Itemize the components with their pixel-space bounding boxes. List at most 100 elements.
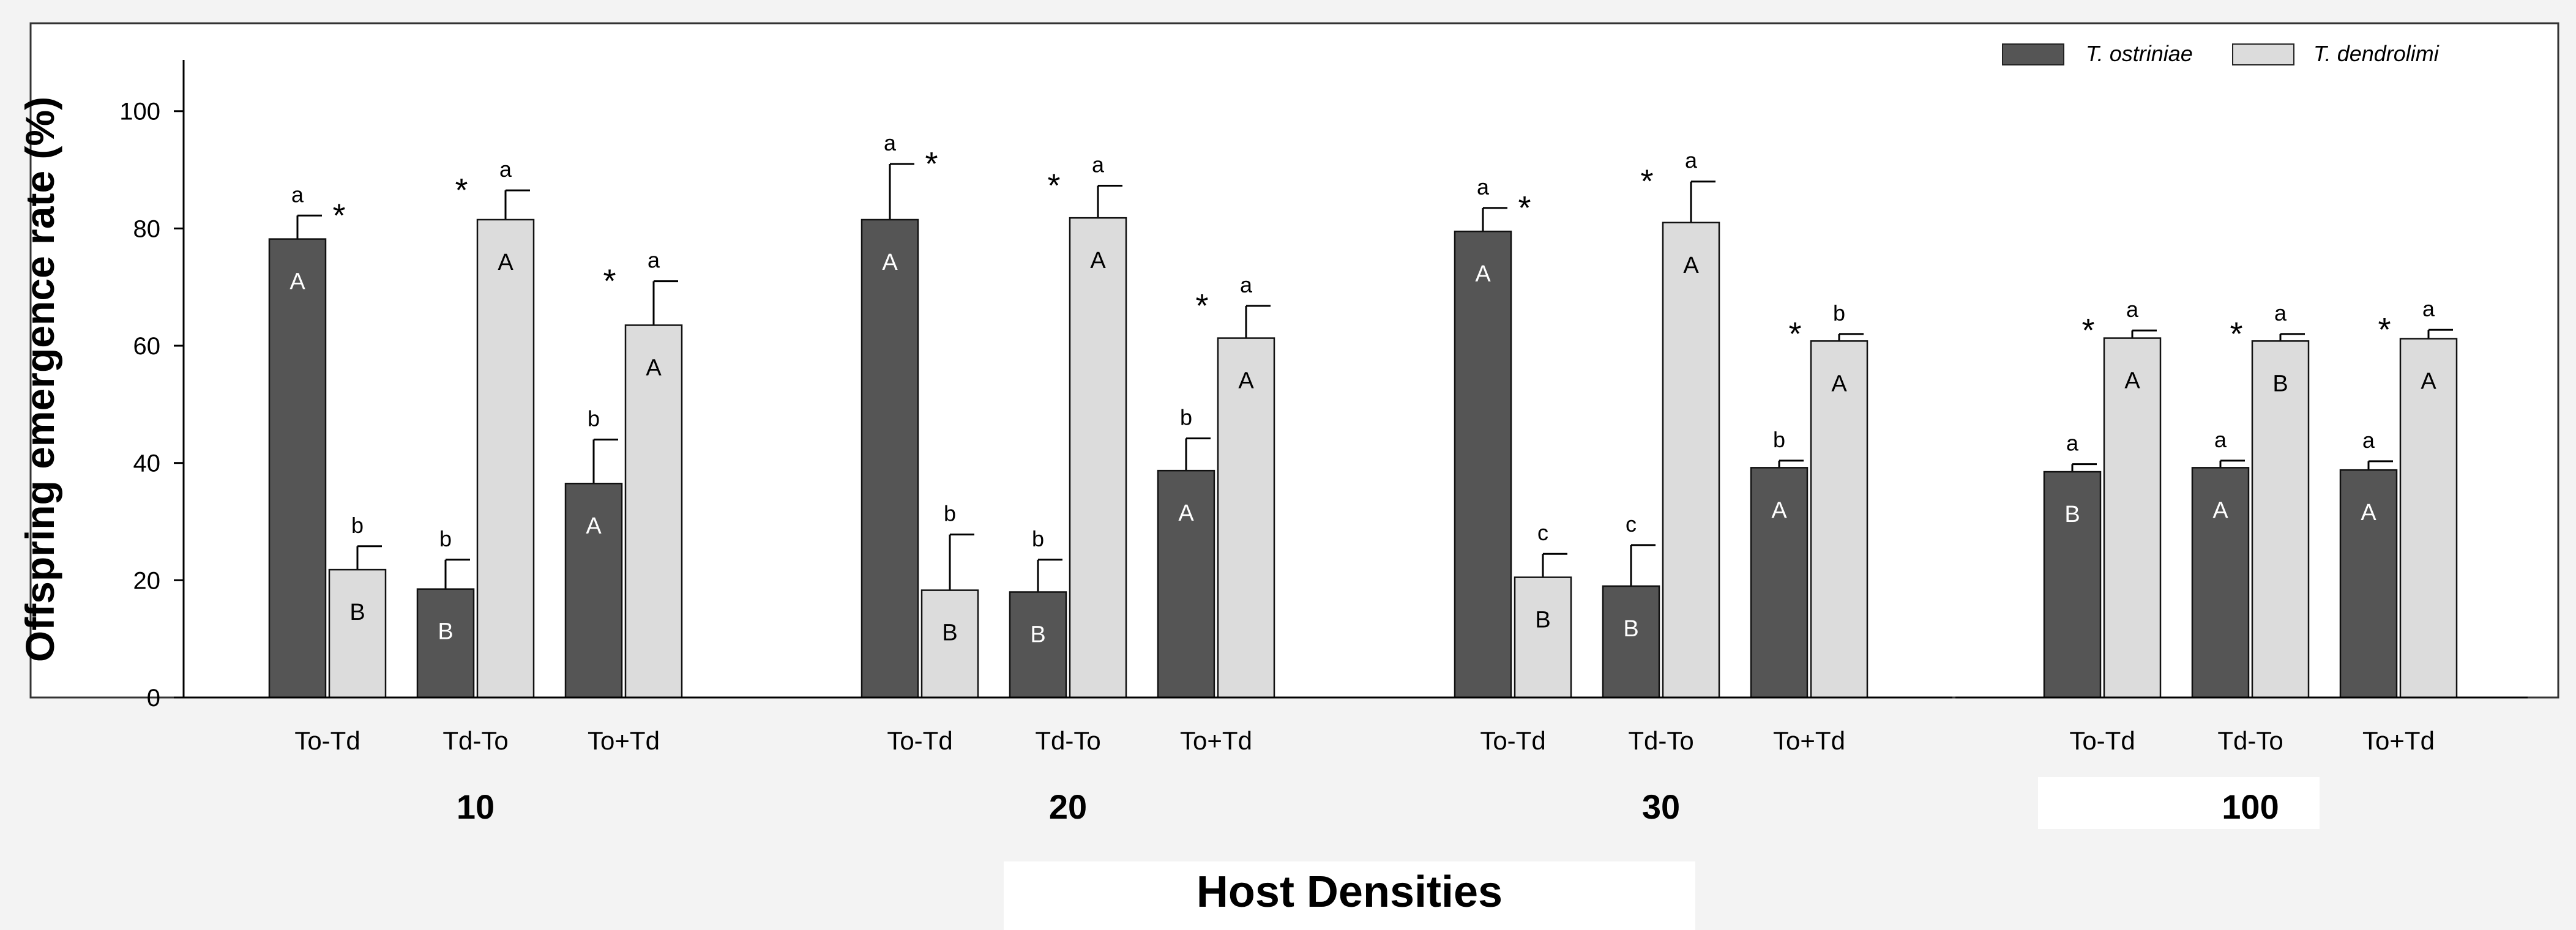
bar-t-dendrolimi <box>920 589 979 699</box>
x-tick-label: To+Td <box>588 726 660 755</box>
legend-swatch-t-ostriniae <box>2002 43 2064 65</box>
bar-t-dendrolimi <box>2103 337 2162 699</box>
x-tick-label: To+Td <box>2362 726 2435 755</box>
bar-upper-letter: a <box>2066 431 2079 456</box>
bar-t-ostriniae <box>2043 471 2102 699</box>
bar-upper-letter: a <box>2126 297 2139 322</box>
bar-inner-letter: A <box>1771 497 1787 523</box>
bar-upper-letter: a <box>2214 427 2227 452</box>
x-tick-label: To+Td <box>1180 726 1252 755</box>
significance-star: * <box>2378 311 2391 348</box>
bar-inner-letter: A <box>882 250 898 275</box>
bar-t-dendrolimi <box>476 218 535 699</box>
y-tick-label: 0 <box>147 685 160 712</box>
x-tick-label: Td-To <box>2217 726 2283 755</box>
bar-upper-letter: b <box>439 526 452 551</box>
significance-star: * <box>455 172 468 209</box>
bar-inner-letter: A <box>2421 369 2436 395</box>
y-tick-label: 80 <box>133 215 161 242</box>
bar-upper-letter: a <box>1092 152 1105 177</box>
bar-t-ostriniae <box>1602 585 1660 699</box>
bar-t-ostriniae <box>416 588 475 699</box>
density-label: 20 <box>1049 787 1087 826</box>
bar-upper-letter: b <box>1032 526 1044 551</box>
bar-upper-letter: a <box>648 248 660 273</box>
xlabel-background <box>1004 861 1695 930</box>
significance-star: * <box>925 146 938 182</box>
plot-area <box>29 22 2559 699</box>
bar-upper-letter: a <box>499 157 512 182</box>
bar-t-dendrolimi <box>624 324 683 699</box>
y-tick-label: 40 <box>133 450 161 477</box>
bar-upper-letter: a <box>2422 296 2435 321</box>
bar-upper-letter: a <box>2274 300 2287 326</box>
bar-t-dendrolimi <box>2399 338 2458 699</box>
significance-star: * <box>2230 316 2242 352</box>
bar-t-ostriniae <box>1750 467 1809 699</box>
significance-star: * <box>332 197 345 234</box>
x-tick-label: Td-To <box>442 726 508 755</box>
bar-t-dendrolimi <box>1662 221 1720 699</box>
bar-inner-letter: A <box>646 355 662 381</box>
bar-t-dendrolimi <box>1069 217 1127 699</box>
bar-inner-letter: A <box>1090 248 1106 273</box>
bar-upper-letter: a <box>2362 428 2375 453</box>
bar-inner-letter: A <box>289 269 305 295</box>
bar-inner-letter: A <box>1238 368 1254 394</box>
significance-star: * <box>2081 312 2094 349</box>
density-label: 10 <box>457 787 495 826</box>
bar-upper-letter: c <box>1626 511 1637 537</box>
bar-t-dendrolimi <box>2251 340 2310 699</box>
bar-inner-letter: B <box>1623 616 1638 642</box>
y-tick-label: 100 <box>119 99 160 125</box>
y-tick-label: 60 <box>133 333 161 360</box>
bar-inner-letter: A <box>2212 497 2228 523</box>
bar-t-ostriniae <box>1009 591 1067 699</box>
bar-inner-letter: B <box>942 620 957 646</box>
bar-inner-letter: A <box>586 513 602 539</box>
bars <box>268 163 2458 699</box>
significance-star: * <box>603 263 616 300</box>
x-tick-label: To-Td <box>294 726 360 755</box>
x-tick-label: To-Td <box>2069 726 2135 755</box>
y-tick-label: 20 <box>133 567 161 594</box>
x-tick-label: To-Td <box>887 726 952 755</box>
bar-inner-letter: A <box>1683 253 1699 278</box>
bar-upper-letter: a <box>1240 272 1253 297</box>
bar-t-dendrolimi <box>328 568 387 699</box>
bar-inner-letter: B <box>1535 608 1550 633</box>
annotations: Aa * Bb Bb Aa * Ab Aa * Aa * Bb Bb Aa * Ab Aa * Aa * Bc Bc Aa *… <box>289 130 2436 648</box>
x-axis: To-Td Td-To To+Td 10 To-Td Td-To To+Td 20 To-Td T… <box>184 696 2528 826</box>
bar-upper-letter: b <box>588 406 600 431</box>
bar-t-dendrolimi <box>1514 576 1572 699</box>
significance-star: * <box>1047 167 1060 204</box>
bar-inner-letter: B <box>2064 502 2080 527</box>
bar-upper-letter: a <box>1477 174 1490 199</box>
bar-upper-letter: b <box>1773 427 1785 452</box>
bar-upper-letter: b <box>351 513 364 538</box>
y-axis: 0 20 40 60 80 100 <box>119 60 185 712</box>
x-tick-label: Td-To <box>1628 726 1693 755</box>
bar-t-dendrolimi <box>1217 337 1275 699</box>
bar-upper-letter: b <box>1833 300 1845 326</box>
bar-inner-letter: A <box>2361 500 2376 526</box>
x-tick-label: To-Td <box>1480 726 1545 755</box>
bar-upper-letter: a <box>1685 148 1698 173</box>
significance-star: * <box>1788 316 1801 352</box>
y-axis-title: Offspring emergence rate (%) <box>17 97 62 662</box>
bar-upper-letter: a <box>884 130 897 155</box>
bar-upper-letter: c <box>1537 520 1548 545</box>
bar-upper-letter: b <box>944 501 956 526</box>
bar-t-ostriniae <box>2191 467 2250 699</box>
x-tick-label: Td-To <box>1035 726 1100 755</box>
x-axis-title: Host Densities <box>1197 868 1503 917</box>
bar-inner-letter: B <box>1030 622 1045 648</box>
bar-upper-letter: a <box>291 182 304 207</box>
bar-t-ostriniae <box>1454 230 1512 699</box>
significance-star: * <box>1518 190 1531 226</box>
legend-label-t-ostriniae: T. ostriniae <box>2086 41 2193 66</box>
density-label: 30 <box>1642 787 1680 826</box>
bar-inner-letter: A <box>1475 261 1491 287</box>
density-label: 100 <box>2222 787 2279 826</box>
